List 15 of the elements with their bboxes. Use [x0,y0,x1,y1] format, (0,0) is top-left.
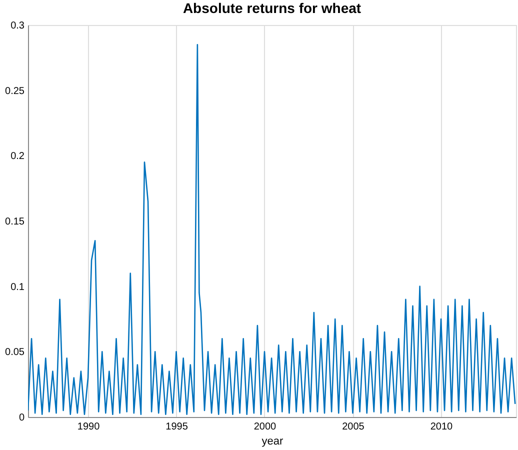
y-tick-label: 0.3 [10,20,25,32]
x-tick-label: 2010 [430,422,454,432]
y-tick-label: 0.05 [5,347,25,358]
x-axis-title: year [262,436,284,448]
y-tick-label: 0.25 [5,86,25,97]
y-tick-label: 0.15 [5,216,25,228]
line-series [28,44,516,416]
chart-title: Absolute returns for wheat [182,0,362,16]
x-tick-label: 2005 [342,422,365,432]
y-tick-label: 0 [18,412,25,424]
y-tick-label: 0.2 [10,151,25,162]
x-tick-label: 1990 [77,422,100,432]
y-tick-label: 0.1 [10,282,25,293]
x-tick-label: 1995 [166,422,188,432]
x-tick-label: 2000 [254,422,277,432]
